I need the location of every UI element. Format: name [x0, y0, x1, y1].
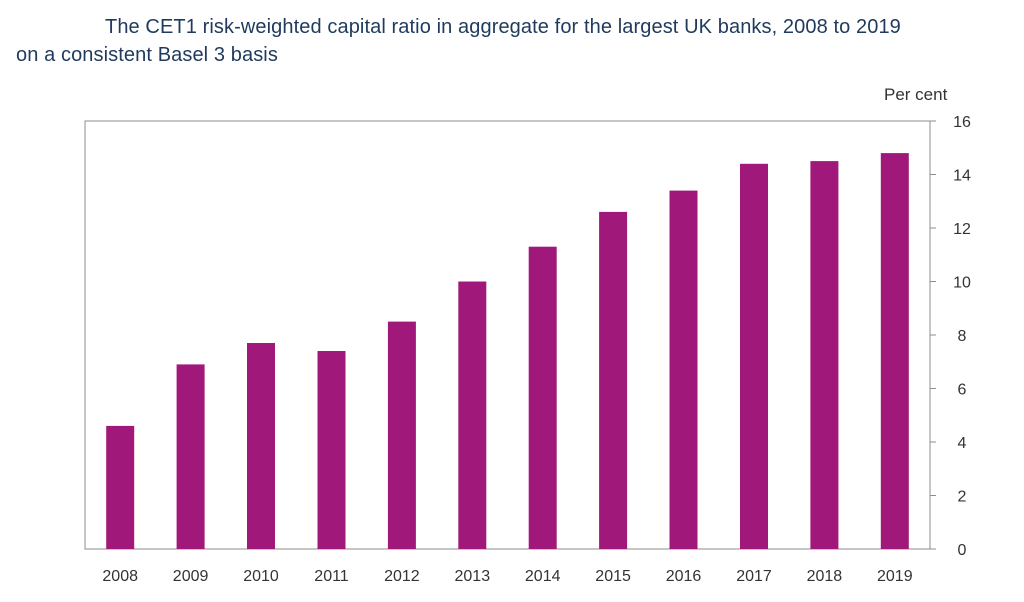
bar-2017: [740, 163, 768, 550]
y-tick-label-16: 16: [953, 114, 971, 131]
x-axis-labels: 2008 2009 2010 2011 2012 2013 2014 2015 2016 2017…: [102, 568, 912, 585]
x-tick-label-2015: 2015: [595, 568, 631, 585]
bar-2008: [106, 425, 135, 549]
bar-2014: [528, 246, 557, 549]
plot-area-frame: [84, 120, 931, 550]
x-tick-label-2008: 2008: [102, 568, 138, 585]
x-tick-label-2016: 2016: [666, 568, 702, 585]
bar-2013: [458, 281, 487, 549]
x-tick-label-2019: 2019: [877, 568, 913, 585]
y-tick-label-6: 6: [958, 382, 967, 399]
bar-2016: [669, 190, 698, 549]
x-tick-label-2014: 2014: [525, 568, 561, 585]
x-tick-label-2018: 2018: [807, 568, 843, 585]
y-tick-label-4: 4: [958, 435, 967, 452]
x-tick-label-2010: 2010: [243, 568, 279, 585]
x-tick-label-2012: 2012: [384, 568, 420, 585]
y-tick-label-8: 8: [958, 328, 967, 345]
x-tick-label-2011: 2011: [314, 568, 349, 585]
y-axis-ticks: 0 2 4 6 8 10 12 14 16: [930, 114, 971, 559]
x-tick-label-2009: 2009: [173, 568, 209, 585]
chart-title-line-2: on a consistent Basel 3 basis: [16, 44, 278, 66]
y-tick-label-10: 10: [953, 275, 971, 292]
bar-2009: [176, 364, 205, 549]
bar-2011: [317, 351, 346, 549]
bar-2010: [247, 343, 275, 549]
y-tick-label-0: 0: [958, 542, 967, 559]
x-tick-label-2013: 2013: [455, 568, 491, 585]
x-tick-label-2017: 2017: [736, 568, 772, 585]
y-tick-label-12: 12: [953, 221, 971, 238]
y-axis-unit-label: Per cent: [884, 85, 948, 104]
bar-2012: [387, 321, 416, 549]
y-tick-label-14: 14: [953, 168, 971, 185]
bar-2018: [810, 161, 839, 549]
y-tick-label-2: 2: [958, 489, 967, 506]
bars-group: [106, 153, 909, 550]
bar-2019: [880, 153, 909, 549]
bar-2015: [599, 211, 628, 549]
chart-title-line-1: The CET1 risk-weighted capital ratio in …: [105, 16, 901, 38]
